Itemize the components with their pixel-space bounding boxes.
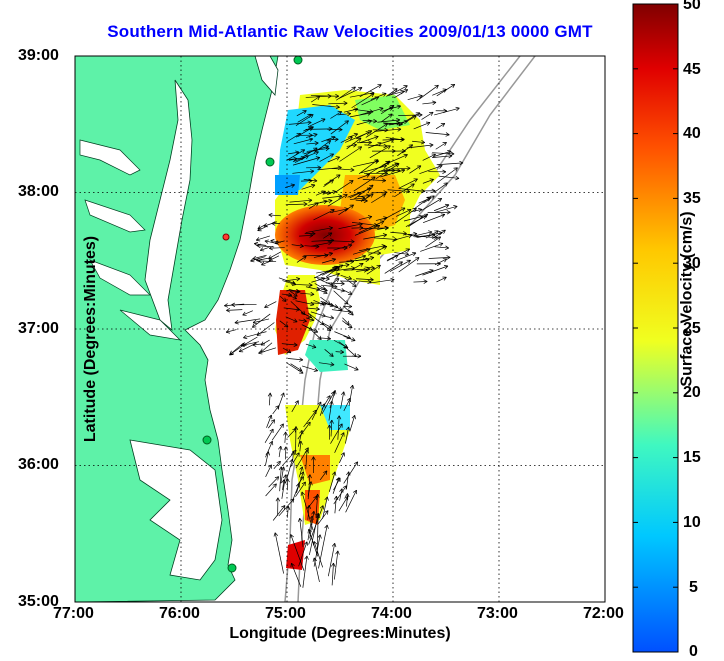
station-2 <box>266 158 274 166</box>
velocity-arrowhead <box>377 142 381 143</box>
y-axis-label: Latitude (Degrees:Minutes) <box>82 236 100 442</box>
y-tick-label: 38:00 <box>18 183 59 201</box>
x-tick-label: 74:00 <box>371 605 412 623</box>
colorbar <box>633 4 678 652</box>
colorbar-tick: 10 <box>683 514 701 532</box>
station-4 <box>203 436 211 444</box>
colorbar-tick: 20 <box>683 384 701 402</box>
colorbar-tick: 5 <box>689 579 698 597</box>
x-tick-label: 73:00 <box>477 605 518 623</box>
station-1 <box>294 56 302 64</box>
colorbar-tick: 0 <box>689 643 698 661</box>
velocity-arrowhead <box>435 85 439 86</box>
station-5 <box>228 564 236 572</box>
x-tick-label: 75:00 <box>265 605 306 623</box>
x-axis-label: Longitude (Degrees:Minutes) <box>0 625 680 643</box>
station-3 <box>223 234 229 240</box>
x-tick-label: 72:00 <box>583 605 624 623</box>
colorbar-tick: 45 <box>683 61 701 79</box>
colorbar-label: Surface Velocity (cm/s) <box>679 211 697 386</box>
colorbar-tick: 15 <box>683 449 701 467</box>
y-tick-label: 39:00 <box>18 47 59 65</box>
x-tick-label: 77:00 <box>53 605 94 623</box>
y-tick-label: 36:00 <box>18 456 59 474</box>
colorbar-tick: 50 <box>683 0 701 14</box>
colorbar-tick: 35 <box>683 190 701 208</box>
x-tick-label: 76:00 <box>159 605 200 623</box>
velocity-arrowhead <box>426 122 430 123</box>
y-tick-label: 37:00 <box>18 320 59 338</box>
colorbar-tick: 40 <box>683 125 701 143</box>
